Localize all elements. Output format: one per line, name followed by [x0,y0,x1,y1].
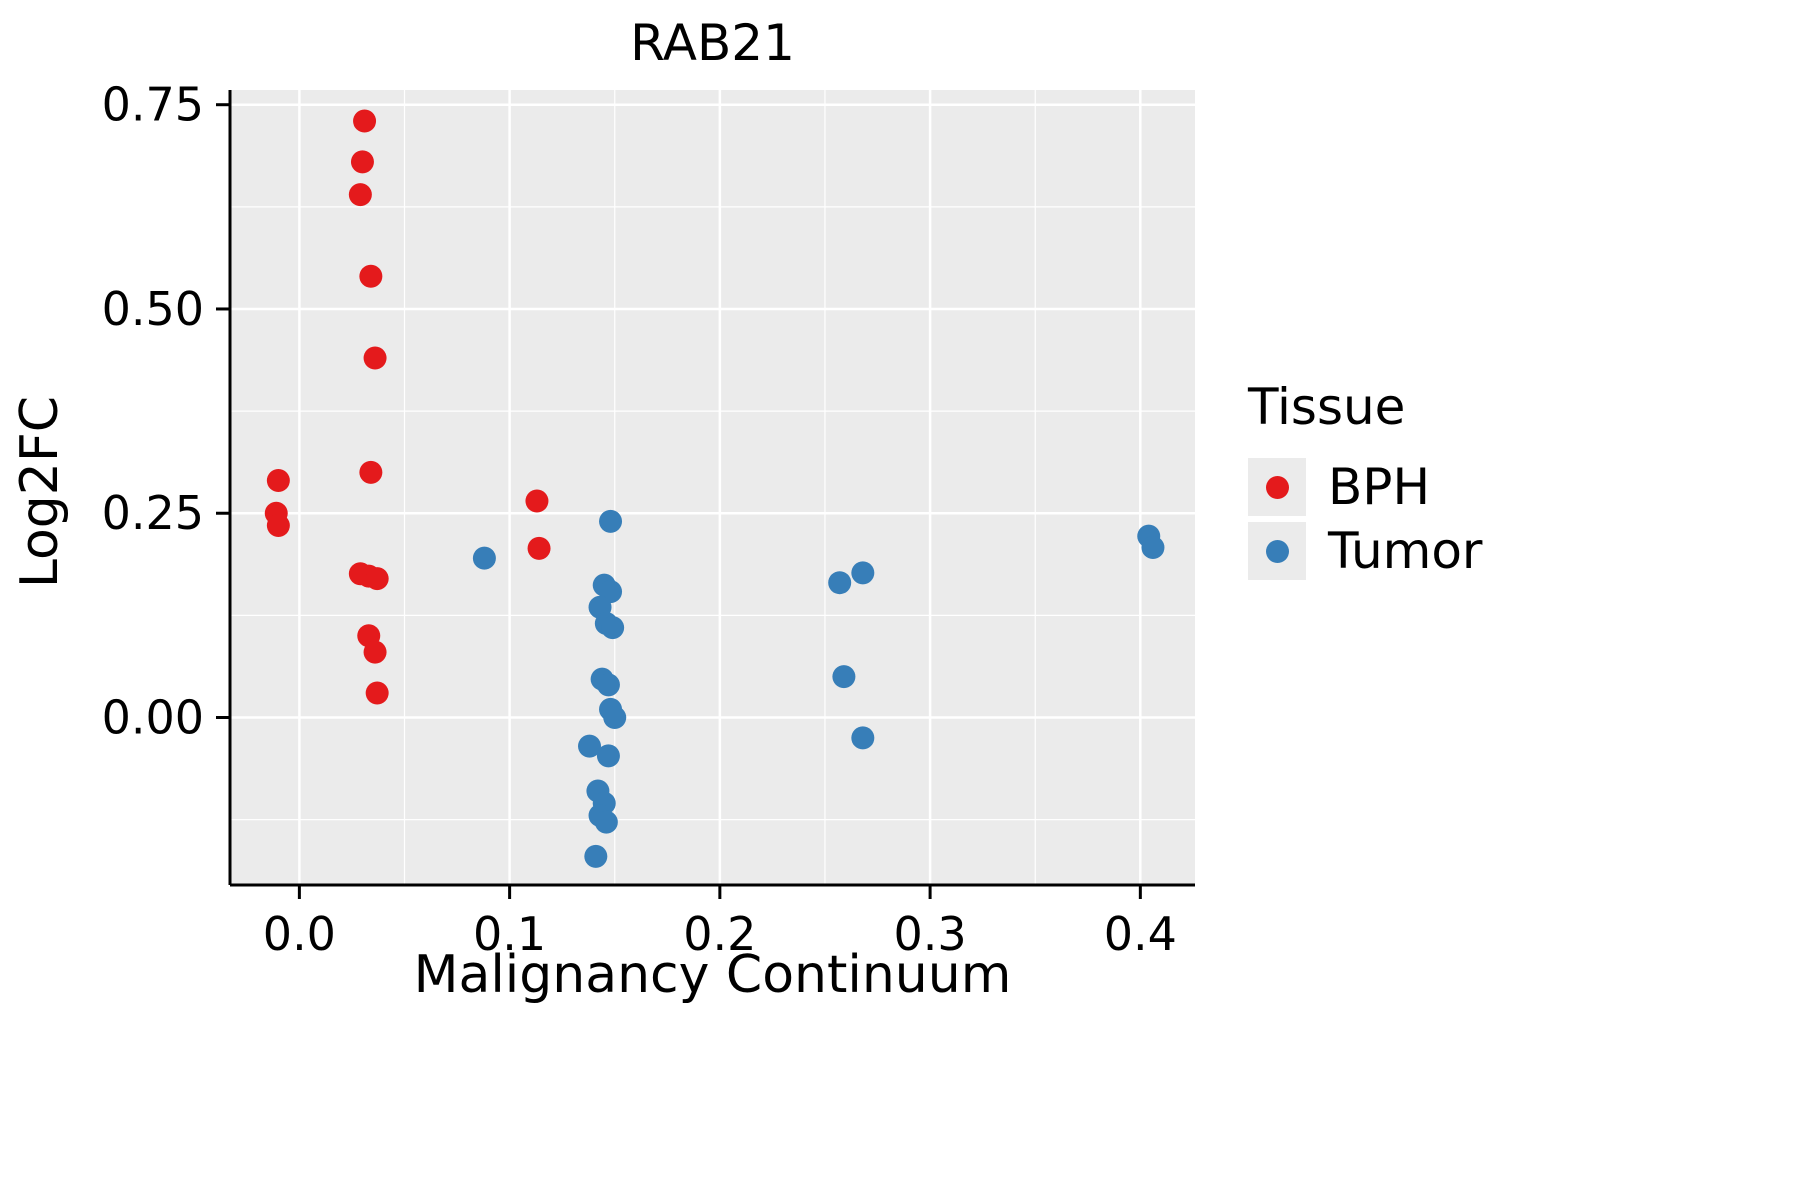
data-point-tumor [603,706,627,730]
data-point-tumor [596,673,620,697]
chart-title: RAB21 [630,14,795,72]
x-tick-label: 0.2 [683,907,756,961]
data-point-bph [266,513,290,537]
data-point-bph [266,469,290,493]
legend-label-tumor: Tumor [1328,522,1483,580]
data-point-bph [353,109,377,133]
data-point-bph [527,536,551,560]
data-point-bph [350,150,374,174]
legend-key-tumor [1248,522,1306,580]
x-tick-label: 0.1 [473,907,546,961]
y-tick-label: 0.00 [102,691,204,745]
x-tick-label: 0.3 [894,907,967,961]
tumor-marker-icon [1265,539,1289,563]
panel-background [230,90,1195,885]
data-point-tumor [584,844,608,868]
data-point-tumor [1141,536,1165,560]
legend-label-bph: BPH [1328,458,1431,516]
data-point-bph [359,264,383,288]
legend-item-tumor: Tumor [1248,522,1483,580]
data-point-tumor [601,616,625,640]
y-axis-label: Log2FC [10,395,70,589]
data-point-tumor [599,509,623,533]
data-point-tumor [832,665,856,689]
data-point-bph [363,346,387,370]
data-point-tumor [851,561,875,585]
legend-key-bph [1248,458,1306,516]
legend: Tissue BPH Tumor [1248,378,1483,586]
data-point-bph [525,489,549,513]
data-point-bph [363,640,387,664]
x-axis-label: Malignancy Continuum [413,945,1012,1005]
x-tick-label: 0.4 [1104,907,1177,961]
data-point-bph [365,681,389,705]
data-point-tumor [596,744,620,768]
bph-marker-icon [1265,475,1289,499]
data-point-bph [359,460,383,484]
data-point-tumor [851,726,875,750]
x-tick-label: 0.0 [263,907,336,961]
data-point-tumor [472,546,496,570]
data-point-tumor [578,734,602,758]
data-point-bph [365,567,389,591]
legend-item-bph: BPH [1248,458,1483,516]
y-tick-label: 0.25 [102,486,204,540]
data-point-bph [348,183,372,207]
data-point-tumor [828,571,852,595]
y-tick-label: 0.50 [102,282,204,336]
data-point-tumor [594,810,618,834]
y-tick-label: 0.75 [102,78,204,132]
legend-title: Tissue [1248,378,1406,436]
